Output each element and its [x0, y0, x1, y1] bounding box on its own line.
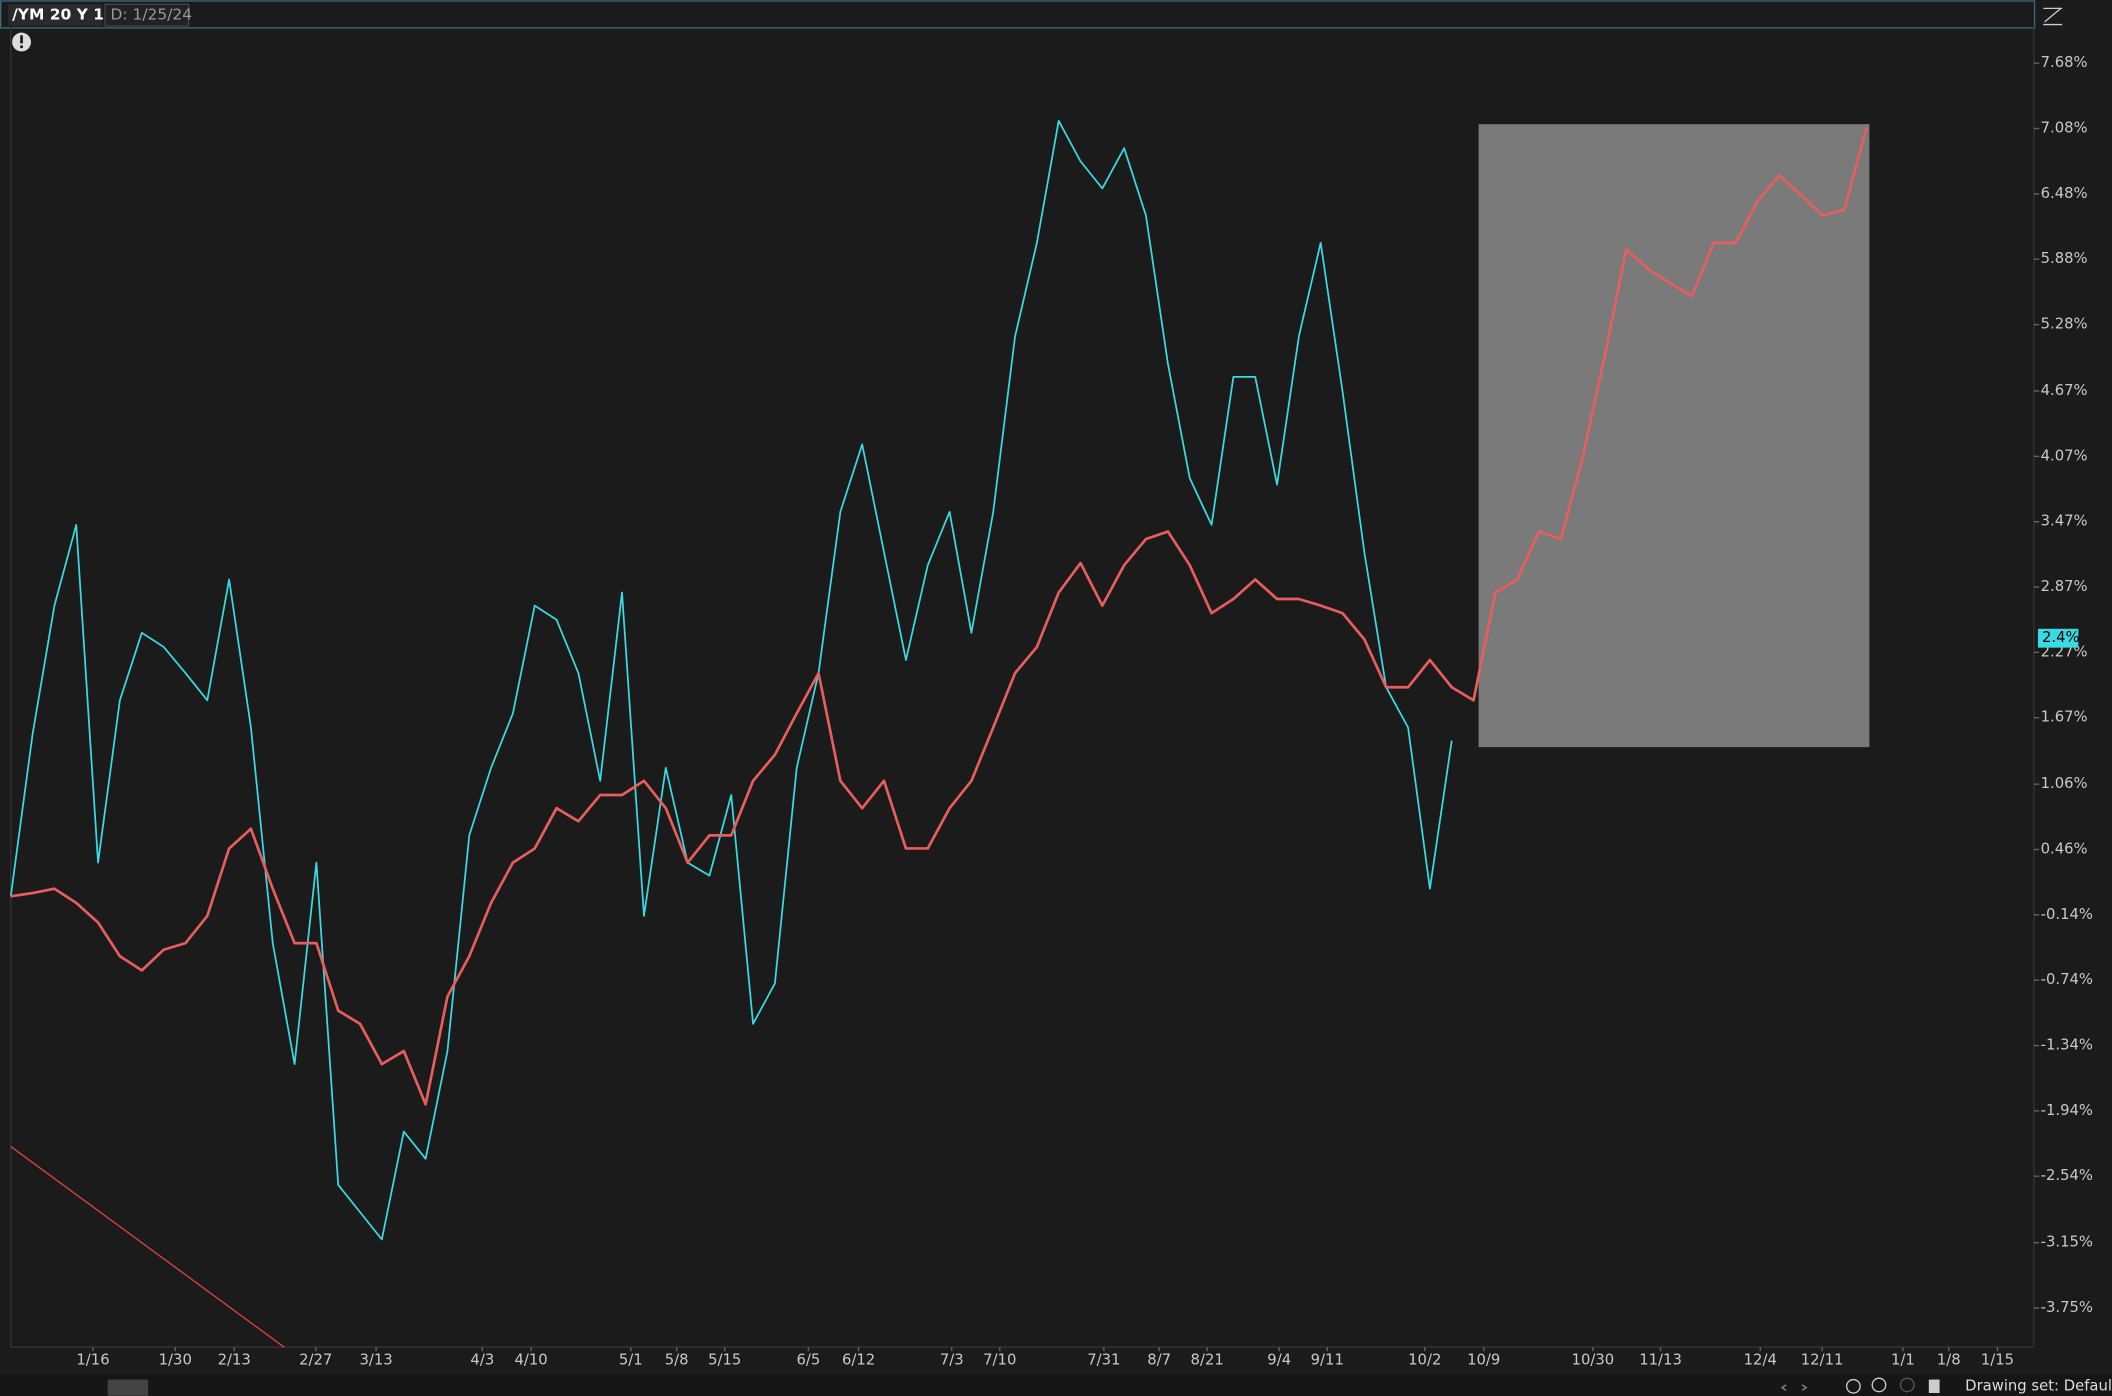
collapse-button[interactable]	[107, 1379, 149, 1396]
trend-line-drawing[interactable]	[10, 1145, 285, 1348]
footer-bar	[0, 1374, 2112, 1396]
alert-icon-dot	[20, 45, 23, 49]
x-tick-label: 9/11	[1311, 1352, 1344, 1369]
x-tick-label: 6/5	[796, 1352, 820, 1369]
x-tick-label: 5/15	[708, 1352, 741, 1369]
x-tick-label: 10/2	[1408, 1352, 1441, 1369]
y-tick-label: -1.34%	[2041, 1037, 2093, 1054]
x-tick-label: 12/11	[1801, 1352, 1844, 1369]
y-tick-label: 1.67%	[2041, 709, 2088, 726]
last-price-label: 2.4%	[2042, 629, 2080, 646]
header-bar	[0, 0, 2036, 29]
y-tick-label: 3.47%	[2041, 513, 2088, 530]
y-tick-label: 7.08%	[2041, 120, 2088, 137]
x-tick-label: 11/13	[1639, 1352, 1682, 1369]
x-tick-label: 5/8	[665, 1352, 689, 1369]
y-tick-label: 5.28%	[2041, 316, 2088, 333]
x-tick-label: 3/13	[359, 1352, 392, 1369]
x-tick-label: 7/31	[1087, 1352, 1120, 1369]
y-tick-label: 5.88%	[2041, 250, 2088, 267]
x-tick-label: 2/27	[299, 1352, 332, 1369]
x-tick-label: 1/16	[76, 1352, 109, 1369]
x-tick-label: 1/15	[1981, 1352, 2014, 1369]
y-tick-label: 0.46%	[2041, 841, 2088, 858]
y-tick-label: -3.15%	[2041, 1234, 2093, 1251]
x-tick-label: 10/30	[1572, 1352, 1615, 1369]
x-tick-label: 8/7	[1147, 1352, 1171, 1369]
y-tick-label: 4.07%	[2041, 447, 2088, 464]
y-tick-label: 7.68%	[2041, 54, 2088, 71]
y-tick-label: -2.54%	[2041, 1167, 2093, 1184]
x-tick-label: 1/30	[159, 1352, 192, 1369]
x-tick-label: 10/9	[1467, 1352, 1500, 1369]
x-tick-label: 9/4	[1267, 1352, 1291, 1369]
last-price-bubble	[2037, 628, 2079, 648]
y-tick-label: 1.06%	[2041, 775, 2088, 792]
date-box	[104, 3, 190, 27]
highlight-box	[1478, 124, 1870, 748]
symbol[interactable]: /YM 20 Y 1D	[12, 6, 117, 24]
scroll-arrows[interactable]	[1780, 1384, 1808, 1391]
x-tick-label: 5/1	[619, 1352, 643, 1369]
pan-icon[interactable]	[1928, 1379, 1940, 1394]
series-line	[10, 127, 1868, 1106]
drawing-set[interactable]: Drawing set: Default	[1965, 1377, 2112, 1394]
zoom-out-icon[interactable]	[1899, 1377, 1915, 1393]
y-tick-label: -3.75%	[2041, 1299, 2093, 1316]
x-tick-label: 7/10	[983, 1352, 1016, 1369]
y-tick-label: -0.14%	[2041, 906, 2093, 923]
x-tick-label: 8/21	[1191, 1352, 1224, 1369]
x-tick-label: 1/8	[1937, 1352, 1961, 1369]
crosshair-icon[interactable]	[1845, 1378, 1861, 1394]
alert-icon-mark	[20, 35, 23, 44]
date: D: 1/25/24	[110, 6, 192, 24]
symbol-box[interactable]	[8, 4, 103, 26]
y-tick-label: 6.48%	[2041, 185, 2088, 202]
y-tick-label: -1.94%	[2041, 1102, 2093, 1119]
zoom-in-icon[interactable]	[1871, 1377, 1887, 1393]
y-tick-label: 4.67%	[2041, 382, 2088, 399]
x-tick-label: 6/12	[842, 1352, 875, 1369]
x-tick-label: 2/13	[218, 1352, 251, 1369]
drawing-tool-icon[interactable]	[2043, 7, 2063, 26]
x-tick-label: 7/3	[940, 1352, 964, 1369]
x-tick-label: 4/3	[470, 1352, 494, 1369]
y-tick-label: -0.74%	[2041, 971, 2093, 988]
series-line	[9, 119, 1453, 1241]
x-tick-label: 1/1	[1891, 1352, 1915, 1369]
x-tick-label: 12/4	[1744, 1352, 1777, 1369]
y-tick-label: 2.87%	[2041, 578, 2088, 595]
x-tick-label: 4/10	[514, 1352, 547, 1369]
